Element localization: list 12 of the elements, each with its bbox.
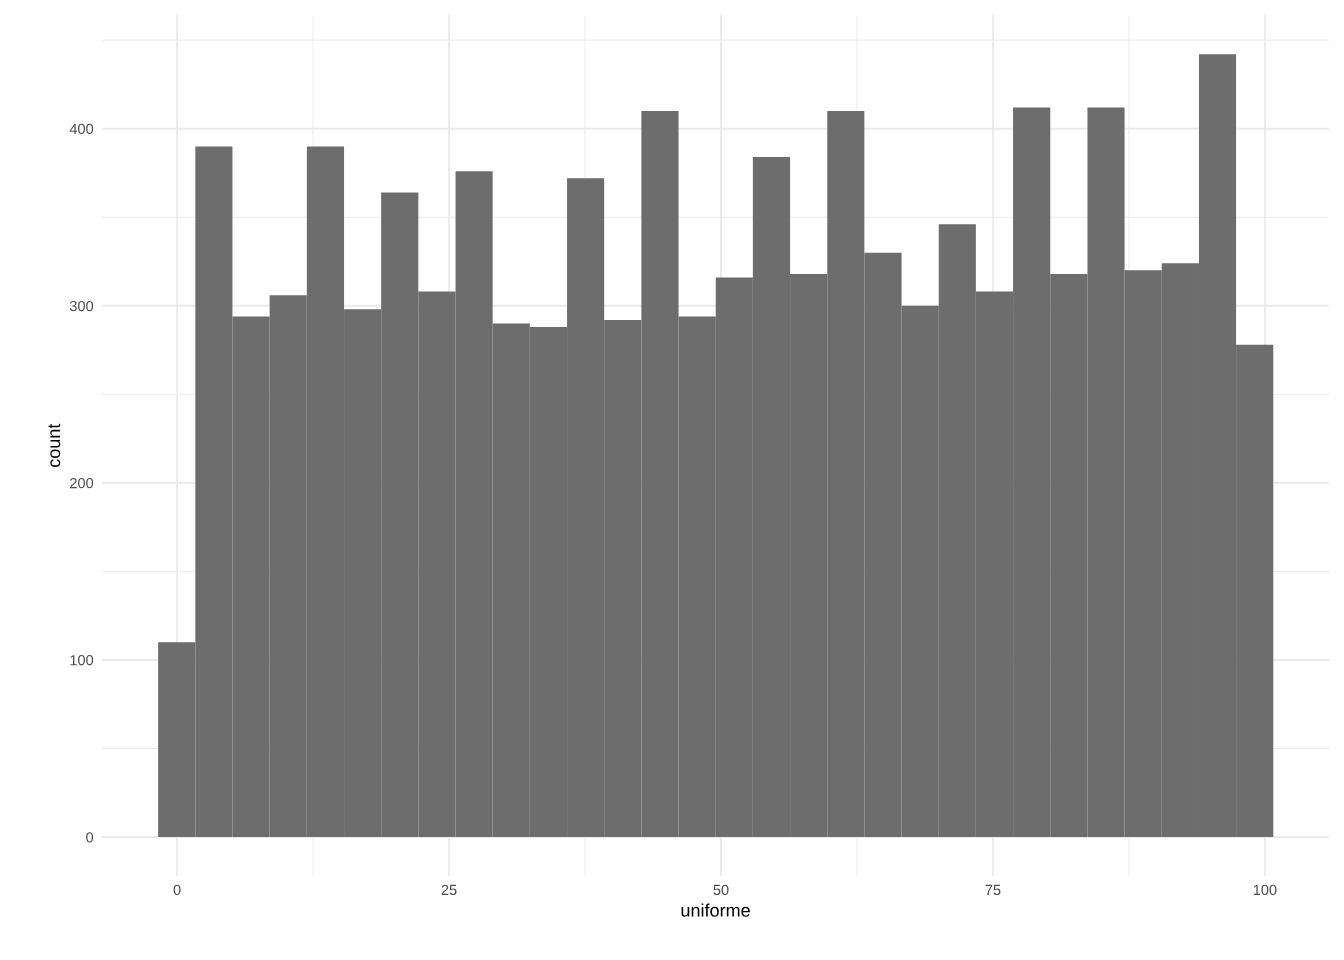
x-axis-title: uniforme [681,903,750,917]
y-tick-label: 0 [86,832,94,843]
y-tick-label: 400 [69,123,94,135]
y-tick-label: 200 [70,477,94,489]
y-axis-title: count [48,423,61,467]
y-tick-label: 100 [70,655,94,666]
x-tick-label: 50 [713,884,729,896]
x-tick-label: 25 [441,884,457,896]
y-tick-label: 300 [69,300,94,312]
x-tick-label: 100 [1253,884,1277,896]
x-tick-label: 0 [173,884,181,896]
x-tick-label: 75 [985,884,1001,896]
